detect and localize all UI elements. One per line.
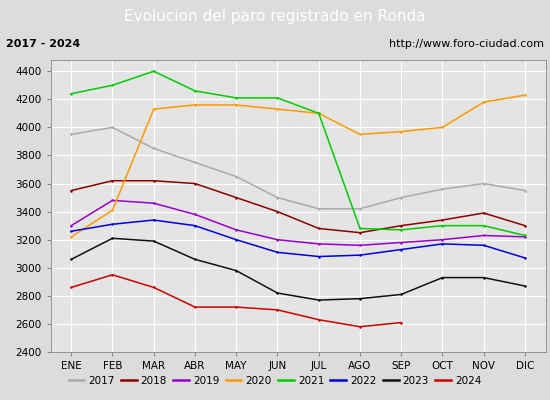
Text: Evolucion del paro registrado en Ronda: Evolucion del paro registrado en Ronda [124,8,426,24]
Legend: 2017, 2018, 2019, 2020, 2021, 2022, 2023, 2024: 2017, 2018, 2019, 2020, 2021, 2022, 2023… [64,372,486,390]
Text: http://www.foro-ciudad.com: http://www.foro-ciudad.com [389,39,544,49]
Text: 2017 - 2024: 2017 - 2024 [6,39,80,49]
